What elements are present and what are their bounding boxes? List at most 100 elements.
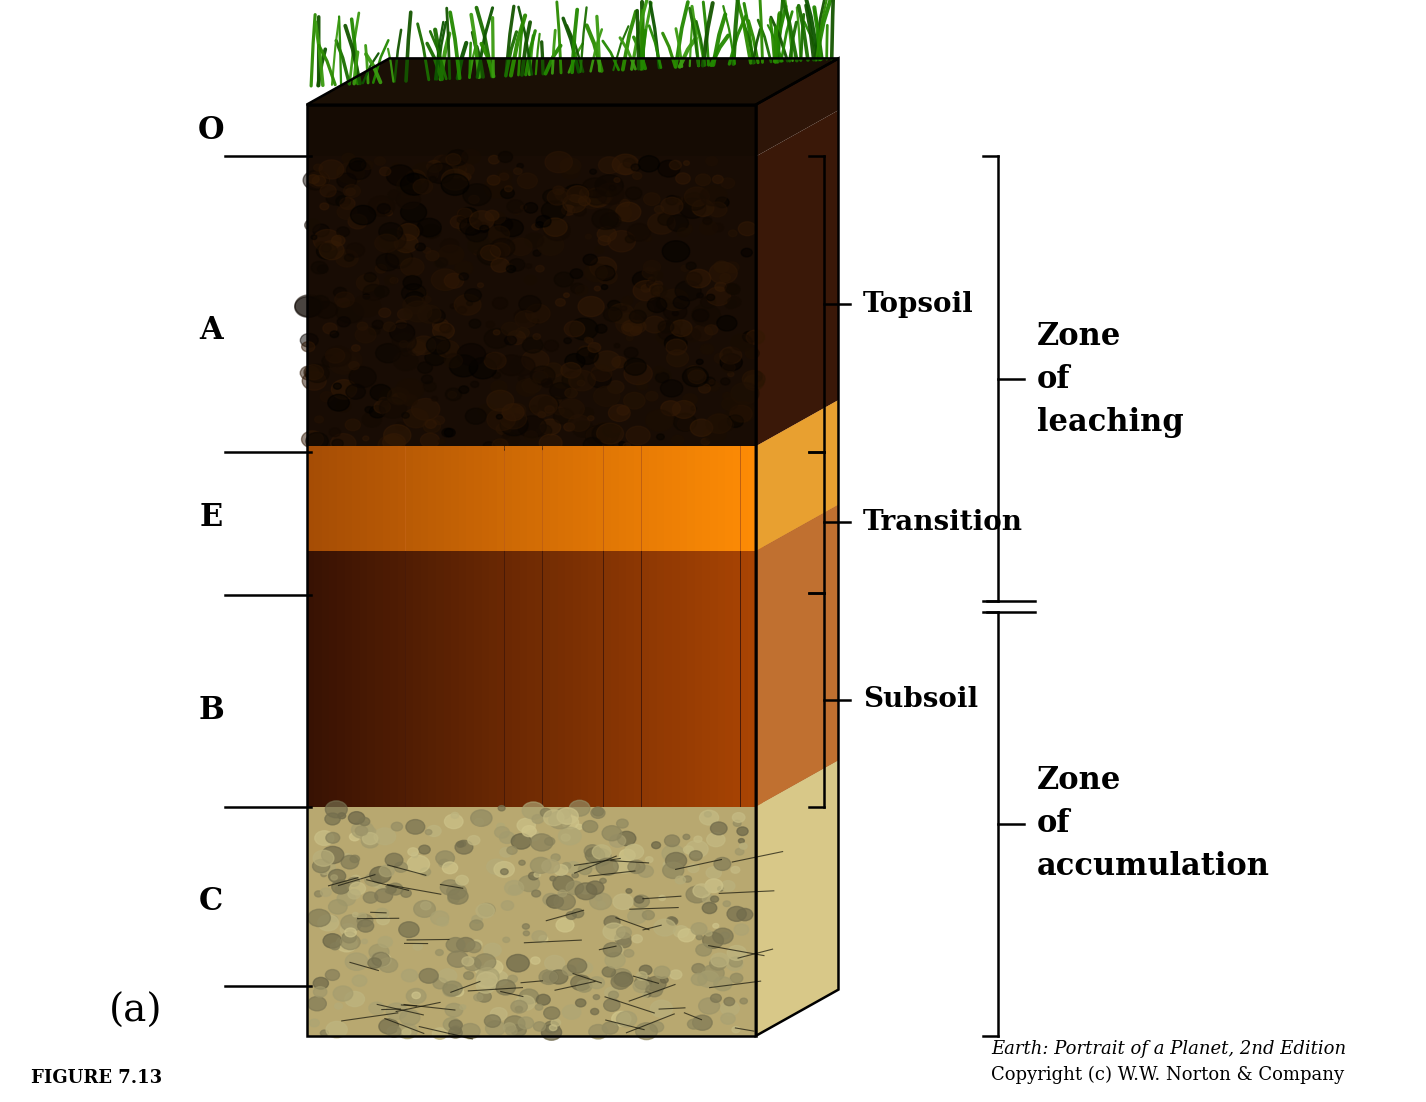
Circle shape xyxy=(553,186,565,195)
Polygon shape xyxy=(756,58,838,156)
Circle shape xyxy=(478,283,483,288)
Circle shape xyxy=(649,277,656,283)
Circle shape xyxy=(602,966,616,977)
Circle shape xyxy=(352,821,374,839)
Circle shape xyxy=(666,853,687,868)
Bar xyxy=(657,551,665,807)
Circle shape xyxy=(586,190,606,205)
Circle shape xyxy=(655,367,663,374)
Circle shape xyxy=(533,250,540,257)
Circle shape xyxy=(421,868,431,876)
Bar xyxy=(733,551,740,807)
Circle shape xyxy=(412,163,439,183)
Circle shape xyxy=(703,895,714,904)
Circle shape xyxy=(545,151,572,173)
Circle shape xyxy=(501,868,508,875)
Circle shape xyxy=(402,970,418,982)
Circle shape xyxy=(724,262,739,273)
Circle shape xyxy=(476,904,495,918)
Bar xyxy=(307,551,756,807)
Circle shape xyxy=(563,293,569,298)
Circle shape xyxy=(369,952,391,969)
Circle shape xyxy=(730,973,743,983)
Circle shape xyxy=(586,338,593,344)
Circle shape xyxy=(562,863,570,869)
Circle shape xyxy=(338,813,345,819)
Circle shape xyxy=(553,894,575,910)
Circle shape xyxy=(539,397,559,412)
Circle shape xyxy=(506,263,513,269)
Bar xyxy=(649,551,657,807)
Circle shape xyxy=(522,923,529,929)
Circle shape xyxy=(518,163,523,169)
Circle shape xyxy=(683,193,706,210)
Circle shape xyxy=(539,936,548,942)
Circle shape xyxy=(596,266,615,281)
Circle shape xyxy=(660,289,689,311)
Circle shape xyxy=(625,950,633,958)
Circle shape xyxy=(329,331,339,337)
Circle shape xyxy=(686,841,709,857)
Circle shape xyxy=(498,355,525,376)
Circle shape xyxy=(578,296,605,316)
Bar xyxy=(489,551,496,807)
Circle shape xyxy=(692,199,714,216)
Circle shape xyxy=(599,236,610,246)
Text: Transition: Transition xyxy=(863,509,1022,536)
Circle shape xyxy=(666,195,677,205)
Circle shape xyxy=(315,831,334,845)
Text: Copyright (c) W.W. Norton & Company: Copyright (c) W.W. Norton & Company xyxy=(991,1066,1345,1083)
Circle shape xyxy=(385,853,404,867)
Circle shape xyxy=(305,364,329,382)
Circle shape xyxy=(424,248,431,253)
Circle shape xyxy=(603,923,625,940)
Circle shape xyxy=(519,295,540,313)
Circle shape xyxy=(592,209,619,229)
Circle shape xyxy=(478,244,505,266)
Circle shape xyxy=(588,370,612,388)
Bar xyxy=(756,551,763,807)
Circle shape xyxy=(730,406,753,422)
Circle shape xyxy=(676,173,690,184)
Circle shape xyxy=(476,979,495,993)
Circle shape xyxy=(374,828,395,845)
Circle shape xyxy=(533,371,548,382)
Circle shape xyxy=(570,283,585,293)
Circle shape xyxy=(633,281,659,301)
Circle shape xyxy=(446,153,461,165)
Circle shape xyxy=(419,969,438,983)
Circle shape xyxy=(542,201,566,220)
Circle shape xyxy=(632,164,640,171)
Circle shape xyxy=(655,281,663,288)
Circle shape xyxy=(496,423,511,434)
Circle shape xyxy=(491,1007,508,1020)
Circle shape xyxy=(576,981,592,992)
Polygon shape xyxy=(756,505,838,807)
Circle shape xyxy=(483,960,503,975)
Circle shape xyxy=(356,322,368,331)
Circle shape xyxy=(461,1024,481,1039)
Circle shape xyxy=(686,886,707,903)
Bar xyxy=(596,551,603,807)
Circle shape xyxy=(351,875,361,883)
Circle shape xyxy=(583,437,602,452)
Circle shape xyxy=(627,861,645,874)
Circle shape xyxy=(441,174,469,195)
Circle shape xyxy=(603,423,620,437)
Bar xyxy=(436,551,443,807)
Circle shape xyxy=(319,160,344,179)
Circle shape xyxy=(489,971,508,986)
Circle shape xyxy=(496,980,515,995)
Circle shape xyxy=(475,954,496,971)
Circle shape xyxy=(448,391,456,398)
Circle shape xyxy=(579,188,593,198)
Bar xyxy=(573,551,580,807)
Circle shape xyxy=(349,158,366,171)
Circle shape xyxy=(455,841,473,854)
Circle shape xyxy=(726,284,740,294)
Circle shape xyxy=(719,420,733,431)
Circle shape xyxy=(486,409,515,431)
Circle shape xyxy=(321,245,331,252)
Circle shape xyxy=(388,883,404,895)
Bar xyxy=(307,156,756,446)
